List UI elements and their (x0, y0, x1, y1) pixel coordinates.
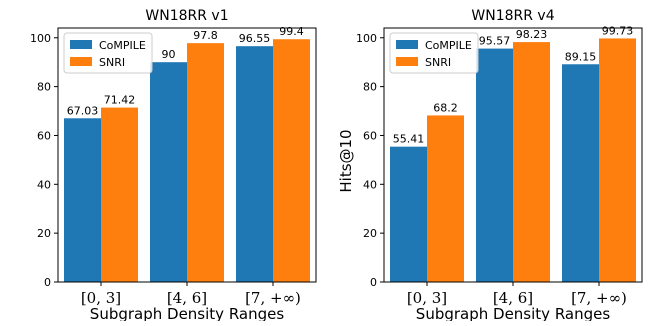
bar-compile-1 (64, 118, 101, 282)
data-label: 96.55 (239, 32, 271, 45)
bar-snri-3 (273, 39, 310, 282)
x-tick-label: [7, +∞) (245, 289, 301, 307)
data-label: 55.41 (393, 133, 425, 146)
bar-snri-1 (427, 115, 464, 282)
bar-compile-3 (562, 64, 599, 282)
y-tick-label: 60 (37, 129, 51, 142)
data-label: 97.8 (193, 29, 218, 42)
bar-compile-2 (150, 62, 187, 282)
legend: CoMPILE SNRI (389, 32, 479, 74)
data-label: 90 (162, 48, 176, 61)
legend-label-snri: SNRI (425, 56, 451, 69)
y-tick-label: 0 (370, 276, 377, 289)
chart-panel-1: WN18RR v1 0 20 40 60 80 100 67.03 71.42 [0, 3] 90 9… (30, 8, 317, 323)
y-tick-label: 40 (363, 178, 377, 191)
legend-swatch-compile (70, 40, 92, 49)
y-tick-label: 80 (37, 81, 51, 94)
y-axis-label: Hits@10 (337, 129, 355, 192)
y-tick-label: 0 (44, 276, 51, 289)
y-tick-label: 20 (363, 227, 377, 240)
bar-snri-2 (187, 43, 224, 283)
plot-frame (383, 27, 643, 283)
bar-compile-1 (390, 146, 427, 282)
chart-panel-2: WN18RR v4 0 20 40 60 80 100 55.41 68.2 [0, 3] 95.5… (337, 8, 643, 323)
bar-snri-3 (599, 38, 636, 283)
bar-compile-3 (236, 46, 273, 282)
x-tick-label: [0, 3] (81, 289, 121, 307)
x-tick-label: [0, 3] (407, 289, 447, 307)
data-label: 67.03 (67, 104, 99, 117)
chart-title: WN18RR v1 (145, 8, 228, 24)
legend-swatch-compile (396, 40, 418, 49)
legend-label-snri: SNRI (99, 56, 125, 69)
data-label: 98.23 (516, 28, 548, 41)
y-tick-label: 20 (37, 227, 51, 240)
legend-label-compile: CoMPILE (425, 39, 472, 52)
data-label: 71.42 (104, 94, 136, 107)
x-tick-label: [4, 6] (493, 289, 533, 307)
x-tick-label: [4, 6] (167, 289, 207, 307)
bar-snri-2 (513, 42, 550, 282)
plot-frame (57, 27, 317, 283)
data-label: 95.57 (479, 35, 511, 48)
bar-compile-2 (476, 48, 513, 282)
data-label: 99.73 (602, 24, 634, 37)
y-tick-label: 60 (363, 129, 377, 142)
y-tick-label: 40 (37, 178, 51, 191)
legend-swatch-snri (396, 57, 418, 66)
y-tick-label: 100 (30, 32, 51, 45)
chart-title: WN18RR v4 (471, 8, 554, 24)
x-tick-label: [7, +∞) (571, 289, 627, 307)
x-axis-label: Subgraph Density Ranges (416, 305, 611, 321)
x-axis-label: Subgraph Density Ranges (90, 305, 285, 321)
y-tick-label: 100 (356, 32, 377, 45)
legend-label-compile: CoMPILE (99, 39, 146, 52)
data-label: 68.2 (433, 101, 458, 114)
y-tick-label: 80 (363, 81, 377, 94)
legend-swatch-snri (70, 57, 92, 66)
bar-snri-1 (101, 107, 138, 283)
data-label: 99.4 (279, 25, 304, 38)
data-label: 89.15 (565, 50, 597, 63)
legend: CoMPILE SNRI (63, 32, 153, 74)
